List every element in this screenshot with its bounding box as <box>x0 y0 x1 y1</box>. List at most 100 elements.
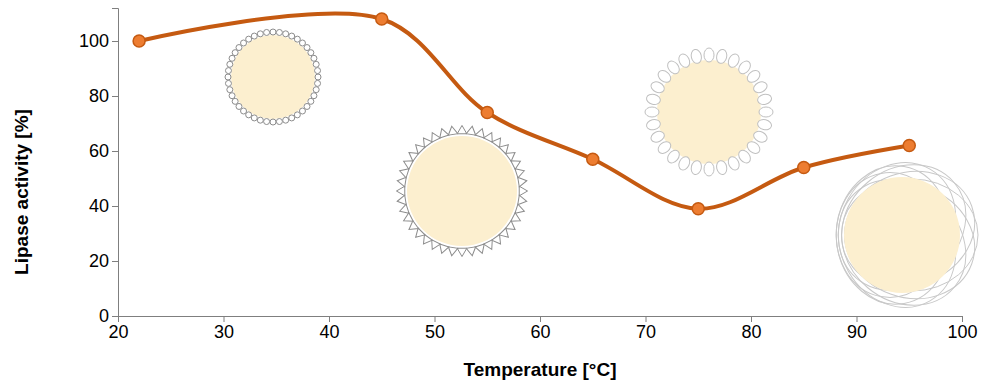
shell-bump <box>715 160 728 176</box>
droplet-core <box>844 177 960 293</box>
shell-bump <box>645 93 661 106</box>
droplet <box>645 48 773 176</box>
shell-bead <box>225 80 231 86</box>
droplet-core <box>407 136 517 246</box>
shell-strand <box>826 164 959 313</box>
shell-bead <box>304 45 310 51</box>
shell-strand <box>826 157 959 306</box>
shell-triangle <box>412 228 425 241</box>
tick-mark <box>112 96 118 97</box>
shell-triangle <box>437 127 449 138</box>
shell-bead <box>257 117 263 123</box>
tick: 50 <box>425 316 445 342</box>
shell-triangle <box>412 141 425 154</box>
shell-triangle <box>519 186 527 196</box>
tick: 100 <box>79 31 118 51</box>
shell-bead <box>264 29 270 35</box>
tick: 90 <box>847 316 867 342</box>
shell-triangle <box>466 247 477 257</box>
y-axis: 020406080100 <box>79 9 119 327</box>
point <box>692 203 704 215</box>
shell-bead <box>311 93 317 99</box>
tick-mark <box>112 151 118 152</box>
shell-bead <box>276 29 282 35</box>
shell-bead <box>251 115 257 121</box>
shell-bead <box>227 87 233 93</box>
tick-mark <box>112 41 118 42</box>
x-axis-title: Temperature [°C] <box>464 359 617 380</box>
shell-triangle <box>420 234 433 246</box>
shell-triangle <box>505 149 517 162</box>
shell-bead <box>294 36 300 42</box>
shell-bead <box>313 61 319 67</box>
shell-bead <box>232 98 238 104</box>
shell-bead <box>299 108 305 114</box>
y-axis-title: Lipase activity [%] <box>11 109 32 275</box>
shell-bump <box>752 80 769 95</box>
point <box>587 153 599 165</box>
tick-label: 0 <box>99 306 109 326</box>
tick-mark <box>112 261 118 262</box>
shell-strand <box>817 140 989 311</box>
tick-label: 70 <box>636 322 656 342</box>
series <box>133 13 915 215</box>
shell-bead <box>315 68 321 74</box>
shell-bead <box>308 50 314 56</box>
shell-bead <box>229 93 235 99</box>
shell-strand <box>816 159 979 329</box>
shell-triangle <box>518 195 528 206</box>
shell-bead <box>246 112 252 118</box>
tick: 80 <box>741 316 761 342</box>
shell-triangle <box>398 204 409 216</box>
tick-label: 100 <box>79 31 109 51</box>
shell-bump <box>645 118 661 131</box>
shell-triangle <box>420 135 433 147</box>
tick: 60 <box>89 141 118 161</box>
tick-label: 30 <box>214 322 234 342</box>
shell-triangle <box>492 135 505 147</box>
tick-label: 40 <box>319 322 339 342</box>
tick: 40 <box>319 316 339 342</box>
droplet-core <box>231 35 315 119</box>
droplet <box>396 125 527 256</box>
shell-bead <box>276 119 282 125</box>
tick: 0 <box>99 306 118 326</box>
illustrations <box>225 29 989 330</box>
shell-bead <box>232 50 238 56</box>
droplet <box>225 29 321 125</box>
shell-triangle <box>397 176 407 187</box>
axis-line <box>112 9 119 317</box>
chart: 2030405060708090100020406080100Temperatu… <box>0 0 989 382</box>
droplet <box>816 140 989 330</box>
shell-triangle <box>457 125 467 133</box>
shell-triangle <box>499 141 512 154</box>
shell-bead <box>246 36 252 42</box>
tick: 60 <box>530 316 550 342</box>
x-axis: 2030405060708090100 <box>108 316 977 342</box>
point <box>903 140 915 152</box>
tick-label: 100 <box>947 322 977 342</box>
shell-bead <box>236 103 242 109</box>
point <box>481 107 493 119</box>
tick-label: 60 <box>530 322 550 342</box>
shell-strand <box>817 160 989 331</box>
shell-bead <box>294 112 300 118</box>
shell-bump <box>677 52 692 69</box>
tick: 20 <box>89 251 118 271</box>
shell-triangle <box>518 176 528 187</box>
line <box>139 14 909 209</box>
shell-triangle <box>484 240 496 252</box>
tick-label: 20 <box>89 251 109 271</box>
tick-label: 60 <box>89 141 109 161</box>
tick-label: 40 <box>89 196 109 216</box>
tick-mark <box>112 206 118 207</box>
shell-bump <box>704 162 714 176</box>
shell-bead <box>289 33 295 39</box>
shell-bead <box>270 29 276 35</box>
shell-bead <box>315 80 321 86</box>
shell-bead <box>308 98 314 104</box>
shell-bead <box>225 74 231 80</box>
shell-triangle <box>447 126 458 136</box>
shell-triangle <box>515 166 526 178</box>
shell-bead <box>315 74 321 80</box>
